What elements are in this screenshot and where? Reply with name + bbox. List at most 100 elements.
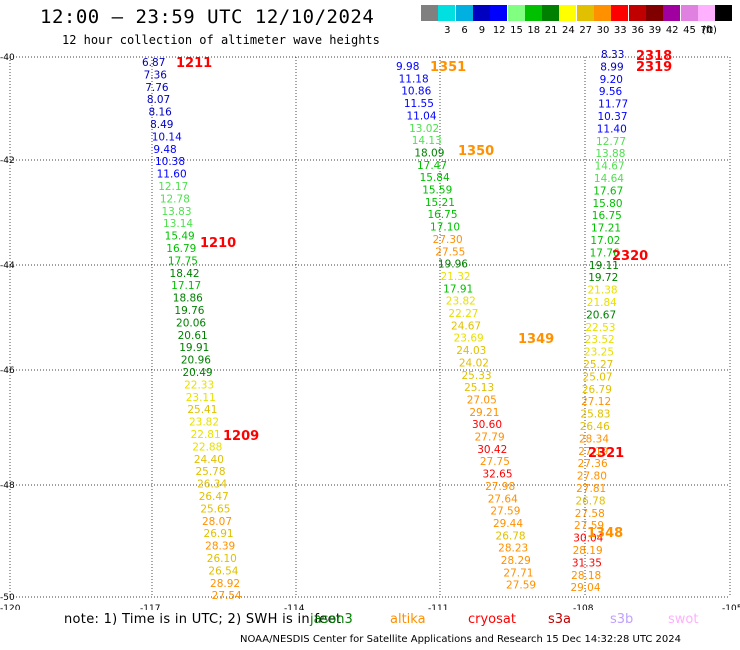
- pass-number-label: 2318: [636, 49, 672, 64]
- wave-height-value: 17.67: [593, 185, 623, 197]
- wave-height-value: 9.98: [396, 61, 419, 73]
- wave-height-value: 27.64: [488, 493, 518, 505]
- pass-number-label: 1349: [518, 332, 554, 347]
- satellite-legend-item: swot: [668, 612, 699, 627]
- wave-height-value: 14.67: [595, 161, 625, 173]
- wave-height-value: 14.64: [594, 173, 624, 185]
- wave-height-value: 12.77: [596, 136, 626, 148]
- wave-height-value: 11.77: [598, 99, 628, 111]
- scale-label: 9: [478, 25, 486, 36]
- wave-height-value: 27.05: [467, 394, 497, 406]
- scale-swatch: [645, 5, 663, 21]
- wave-height-value: 15.84: [420, 172, 450, 184]
- wave-height-value: 18.86: [173, 293, 203, 305]
- wave-height-value: 19.91: [179, 342, 209, 354]
- wave-height-value: 30.42: [477, 444, 507, 456]
- wave-height-value: 11.40: [597, 123, 627, 135]
- scale-label: 27: [579, 25, 593, 36]
- scale-swatch: [611, 5, 629, 21]
- wave-height-value: 27.55: [435, 246, 465, 258]
- wave-height-value: 22.88: [192, 441, 222, 453]
- scale-label: 24: [562, 25, 575, 36]
- x-tick-label: -114: [284, 604, 305, 610]
- wave-height-value: 26.46: [580, 421, 610, 433]
- scale-swatch: [663, 5, 681, 21]
- wave-height-value: 24.40: [194, 454, 224, 466]
- wave-height-value: 27.59: [506, 580, 536, 592]
- scale-swatch: [559, 5, 577, 21]
- pass-number-label: 1209: [223, 429, 259, 444]
- scale-swatch: [697, 5, 715, 21]
- wave-height-value: 29.44: [493, 518, 523, 530]
- pass-number-label: 2321: [588, 446, 624, 461]
- y-tick-label: -42: [0, 156, 15, 166]
- wave-height-value: 25.27: [583, 359, 613, 371]
- scale-swatch: [421, 5, 438, 21]
- wave-height-value: 22.53: [585, 322, 615, 334]
- wave-height-value: 21.38: [588, 285, 618, 297]
- wave-height-value: 24.02: [459, 357, 489, 369]
- wave-height-points: 6.877.367.768.078.168.4910.149.4810.3811…: [142, 49, 628, 602]
- wave-height-value: 10.14: [152, 131, 182, 143]
- wave-height-value: 11.04: [406, 110, 436, 122]
- wave-height-value: 9.56: [599, 86, 623, 98]
- wave-height-value: 30.04: [573, 533, 603, 545]
- scale-label: 70: [700, 25, 714, 36]
- y-tick-label: -48: [0, 481, 15, 491]
- wave-height-value: 16.75: [427, 209, 457, 221]
- scale-unit: (ft): [701, 25, 717, 36]
- wave-height-value: 27.80: [577, 471, 607, 483]
- satellite-legend-item: s3b: [610, 612, 634, 627]
- wave-height-value: 16.75: [592, 210, 622, 222]
- wave-height-value: 25.83: [580, 409, 610, 421]
- wave-height-value: 15.21: [425, 197, 455, 209]
- wave-height-value: 8.16: [148, 107, 172, 119]
- page-subtitle: 12 hour collection of altimeter wave hei…: [62, 33, 380, 47]
- wave-height-value: 15.80: [592, 198, 622, 210]
- wave-height-value: 17.76: [590, 247, 620, 259]
- wave-height-value: 13.83: [161, 206, 191, 218]
- wave-height-value: 26.10: [207, 553, 237, 565]
- wave-height-value: 7.36: [144, 69, 168, 81]
- wave-height-value: 11.60: [157, 169, 187, 181]
- wave-height-value: 17.91: [443, 283, 473, 295]
- scale-label: 12: [492, 25, 506, 36]
- wave-height-value: 20.96: [181, 355, 211, 367]
- wave-height-value: 15.49: [165, 231, 195, 243]
- wave-height-value: 14.13: [412, 135, 442, 147]
- wave-height-value: 18.42: [170, 268, 200, 280]
- scale-swatch: [576, 5, 594, 21]
- wave-height-value: 20.61: [178, 330, 208, 342]
- scale-label: 30: [596, 25, 610, 36]
- scale-label: 33: [613, 25, 627, 36]
- wave-height-value: 18.09: [414, 147, 444, 159]
- wave-height-value: 26.54: [208, 565, 238, 577]
- wave-height-value: 25.07: [583, 371, 613, 383]
- scale-swatch: [507, 5, 525, 21]
- wave-height-value: 19.11: [589, 260, 619, 272]
- x-tick-label: -117: [140, 604, 160, 610]
- wave-height-value: 16.79: [166, 243, 196, 255]
- scale-label: 39: [648, 25, 662, 36]
- wave-height-value: 19.72: [588, 272, 618, 284]
- scale-swatch: [490, 5, 508, 21]
- wave-height-value: 32.65: [482, 469, 512, 481]
- wave-height-value: 28.39: [205, 541, 235, 553]
- wave-height-value: 10.38: [155, 156, 185, 168]
- wave-height-value: 24.67: [451, 320, 481, 332]
- wave-height-value: 28.19: [573, 545, 603, 557]
- wave-height-value: 19.96: [438, 259, 468, 271]
- scale-label: 18: [527, 25, 541, 36]
- scale-swatch: [524, 5, 542, 21]
- axis-labels: -120 -117 -114 -111 -108 -105 -40 -42 -44 -46 -48 -…: [0, 53, 740, 610]
- wave-height-value: 25.65: [200, 503, 230, 515]
- wave-height-value: 29.21: [469, 407, 499, 419]
- wave-height-value: 9.20: [600, 74, 623, 86]
- wave-height-value: 26.79: [582, 384, 612, 396]
- y-tick-label: -44: [0, 261, 15, 271]
- satellite-legend-item: jason3: [310, 612, 353, 627]
- wave-height-value: 25.78: [195, 466, 225, 478]
- pass-number-label: 1210: [200, 236, 236, 251]
- wave-height-value: 27.75: [480, 456, 510, 468]
